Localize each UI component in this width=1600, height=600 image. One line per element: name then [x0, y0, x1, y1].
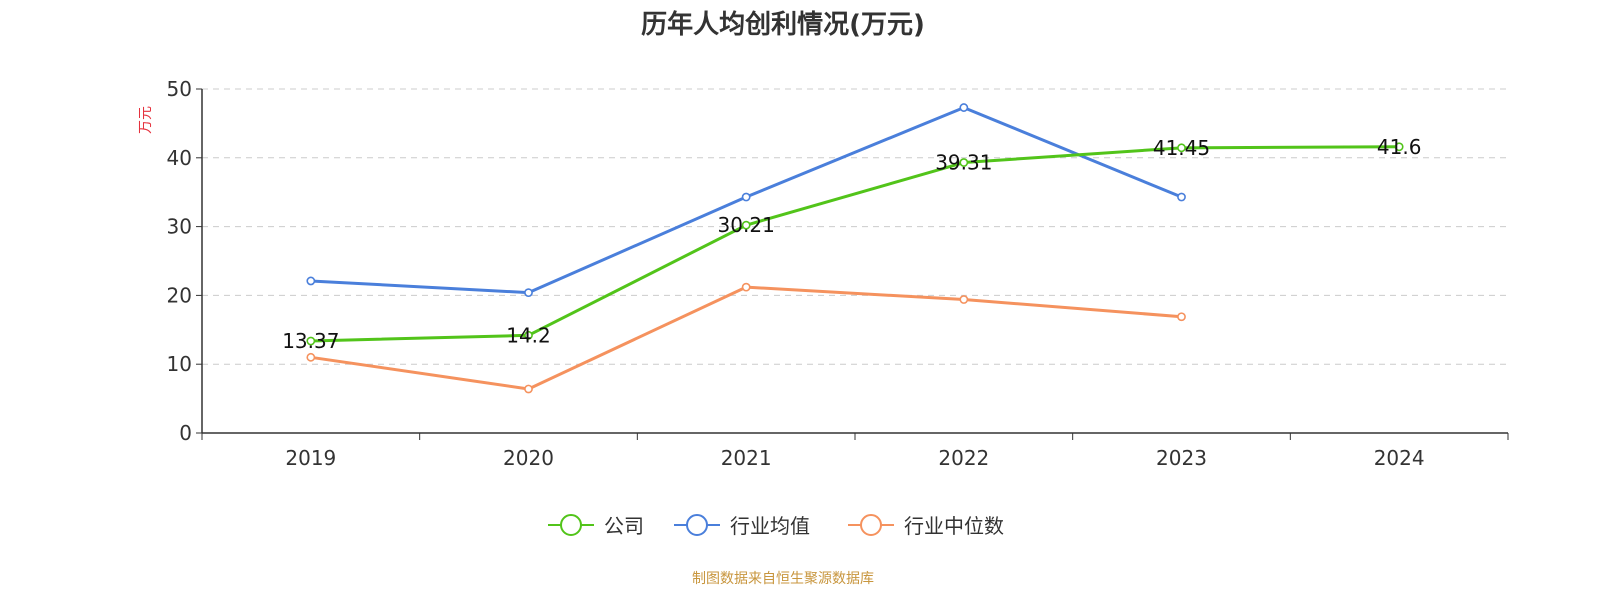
- series-line-0: [310, 145, 1400, 343]
- legend-marker: [686, 514, 708, 536]
- legend-marker: [860, 514, 882, 536]
- data-label: 13.37: [282, 329, 339, 353]
- legend-label: 行业中位数: [904, 514, 1004, 538]
- data-point: [306, 336, 316, 346]
- chart-title: 历年人均创利情况(万元): [641, 9, 925, 40]
- grid: [202, 88, 1508, 365]
- legend-item[interactable]: 行业均值: [674, 514, 810, 538]
- series-layer: [306, 103, 1404, 394]
- data-point: [306, 276, 316, 286]
- source-note: 制图数据来自恒生聚源数据库: [692, 571, 874, 587]
- data-point: [1177, 192, 1186, 202]
- x-tick-label: 2019: [285, 446, 336, 470]
- legend[interactable]: 公司 行业均值 行业中位数: [548, 514, 1004, 538]
- y-tick-label: 10: [167, 352, 192, 376]
- data-label: 41.6: [1377, 135, 1422, 159]
- data-label: 41.45: [1153, 136, 1210, 160]
- x-tick-label: 2022: [938, 446, 989, 470]
- data-point: [959, 103, 969, 112]
- data-labels: 13.37 14.2 30.21 39.31 41.45 41.6: [282, 135, 1421, 353]
- data-point: [1177, 312, 1186, 322]
- x-tick-label: 2024: [1374, 446, 1425, 470]
- data-label: 39.31: [935, 151, 992, 175]
- data-label: 30.21: [718, 213, 775, 237]
- data-point: [741, 282, 751, 292]
- y-tick-label: 0: [179, 421, 192, 445]
- data-point: [1177, 143, 1186, 153]
- y-tick-label: 30: [167, 215, 192, 239]
- data-point: [524, 330, 533, 340]
- x-tick-label: 2021: [721, 446, 772, 470]
- legend-label: 公司: [604, 514, 644, 538]
- data-point: [741, 220, 751, 230]
- data-label: 14.2: [506, 323, 551, 347]
- y-tick-label: 50: [167, 77, 192, 101]
- y-axis-label: 万元: [138, 106, 154, 134]
- data-point: [524, 288, 533, 298]
- legend-item[interactable]: 行业中位数: [848, 514, 1004, 538]
- x-tick-label: 2023: [1156, 446, 1207, 470]
- legend-label: 行业均值: [730, 514, 810, 538]
- data-point: [1394, 142, 1404, 152]
- x-tick-label: 2020: [503, 446, 554, 470]
- data-point: [959, 158, 969, 167]
- y-tick-label: 20: [167, 283, 192, 307]
- data-point: [959, 295, 969, 304]
- y-tick-label: 40: [167, 146, 192, 170]
- data-point: [306, 352, 316, 362]
- data-point: [741, 192, 751, 202]
- axes: 0 10 20 30 40 50 2019 2020 2021 2022 2023 2024: [167, 77, 1509, 470]
- legend-marker: [560, 514, 582, 536]
- legend-item[interactable]: 公司: [548, 514, 644, 538]
- data-point: [524, 384, 533, 394]
